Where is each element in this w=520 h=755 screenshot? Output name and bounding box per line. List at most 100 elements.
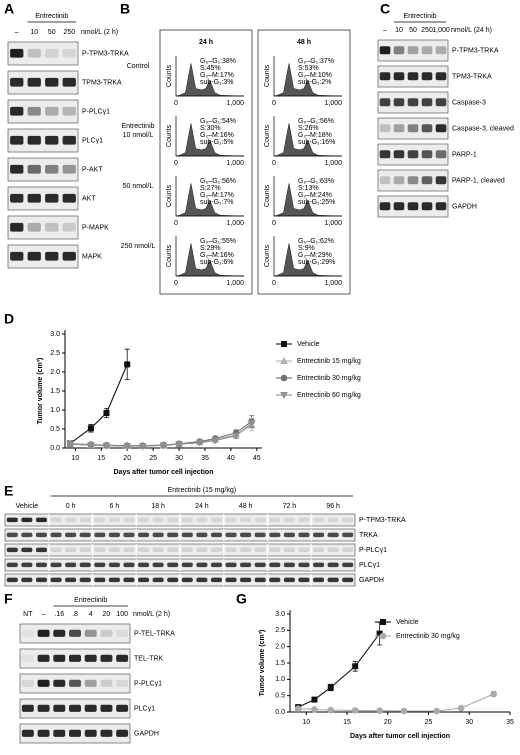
- blot-band: [65, 562, 77, 568]
- series-line: [297, 633, 381, 708]
- unit-label: nmol/L (24 h): [451, 27, 492, 34]
- blot-band: [269, 547, 281, 553]
- legend-label: Entrectinib 30 mg/kg: [297, 375, 361, 382]
- x-tick-label: 0: [272, 220, 276, 227]
- phase-stat: sub-G₁:2%: [298, 79, 332, 86]
- panel-label: C: [380, 1, 390, 17]
- blot-band: [123, 532, 135, 538]
- blot-band: [94, 517, 106, 523]
- x-tick-label: 0: [174, 220, 178, 227]
- blot-band: [379, 202, 391, 211]
- blot-band: [167, 577, 179, 583]
- marker: [87, 425, 94, 432]
- blot-band: [37, 629, 50, 637]
- blot-band: [53, 729, 66, 737]
- lane-label: –: [383, 27, 387, 34]
- marker: [294, 705, 302, 713]
- unit-label: nmol/L (2 h): [133, 611, 170, 618]
- blot-band: [421, 72, 433, 81]
- treatment-header: Entrectinib: [74, 597, 107, 604]
- blot-band: [50, 577, 62, 583]
- lane-label: 6 h: [110, 503, 120, 510]
- y-tick-label: 0.5: [50, 426, 60, 433]
- y-axis-label: Counts: [264, 184, 271, 207]
- blot-strip: [377, 169, 449, 192]
- blot-strip: [7, 70, 79, 95]
- blot-band: [94, 547, 106, 553]
- legend-marker: [280, 374, 288, 382]
- blot-strip: [7, 41, 79, 66]
- blot-band: [240, 517, 252, 523]
- protein-label: P-AKT: [82, 166, 103, 173]
- x-tick-label: 30: [465, 719, 473, 726]
- lane-label: 10: [30, 29, 38, 36]
- blot-band: [123, 562, 135, 568]
- blot-band: [210, 562, 222, 568]
- phase-stat: G₀–G₁:62%: [298, 238, 334, 245]
- protein-label: Caspase-3: [452, 99, 486, 106]
- protein-label: TRKA: [359, 532, 378, 539]
- blot-band: [84, 679, 97, 687]
- blot-band: [407, 176, 419, 185]
- blot-band: [37, 729, 50, 737]
- y-axis-label: Counts: [264, 64, 271, 87]
- blot-band: [37, 654, 50, 662]
- histogram: [273, 183, 343, 217]
- blot-band: [313, 547, 325, 553]
- blot-band: [50, 547, 62, 553]
- histogram: [273, 243, 343, 277]
- blot-band: [108, 577, 120, 583]
- blot-band: [35, 547, 47, 553]
- blot-band: [65, 577, 77, 583]
- blot-band: [210, 547, 222, 553]
- histogram: [175, 183, 245, 217]
- marker: [175, 441, 183, 449]
- lane-label: .8: [72, 611, 78, 618]
- marker: [327, 684, 334, 691]
- blot-band: [421, 176, 433, 185]
- blot-band: [421, 202, 433, 211]
- blot-band: [10, 251, 24, 261]
- blot-band: [313, 517, 325, 523]
- histogram-axes: [175, 56, 244, 97]
- condition-label: 10 nmol/L: [123, 132, 154, 139]
- blot-band: [407, 124, 419, 133]
- x-tick-label: 0: [272, 160, 276, 167]
- blot-band: [123, 577, 135, 583]
- x-tick-label: 1,000: [324, 100, 342, 107]
- marker: [138, 443, 147, 451]
- blot-band: [27, 77, 41, 87]
- legend-marker: [380, 619, 386, 625]
- blot-band: [283, 517, 295, 523]
- y-axis-label: Counts: [166, 184, 173, 207]
- phase-stat: G₂–M:17%: [200, 72, 234, 79]
- blot-band: [196, 562, 208, 568]
- blot-strip: [7, 128, 79, 153]
- legend-label: Entrectinib 30 mg/kg: [396, 633, 460, 640]
- blot-band: [421, 124, 433, 133]
- blot-band: [283, 562, 295, 568]
- blot-band: [27, 135, 41, 145]
- blot-band: [21, 517, 33, 523]
- x-tick-label: 10: [71, 455, 79, 462]
- protein-label: P-MAPK: [82, 224, 109, 231]
- x-tick-label: 0: [174, 280, 178, 287]
- protein-label: PARP-1: [452, 151, 477, 158]
- blot-band: [45, 193, 59, 203]
- marker: [457, 704, 465, 712]
- legend-marker: [280, 392, 288, 400]
- x-tick-label: 45: [253, 455, 261, 462]
- phase-stat: G₂–M:10%: [298, 72, 332, 79]
- lane-label: –: [42, 611, 46, 618]
- lane-label: 72 h: [283, 503, 297, 510]
- y-tick-label: 1.0: [275, 676, 285, 683]
- blot-band: [379, 150, 391, 159]
- blot-band: [79, 562, 91, 568]
- blot-band: [79, 547, 91, 553]
- blot-band: [62, 251, 76, 261]
- phase-stat: G₂–M:18%: [298, 132, 332, 139]
- blot-band: [435, 150, 447, 159]
- column-frame: [159, 29, 253, 295]
- blot-band: [123, 517, 135, 523]
